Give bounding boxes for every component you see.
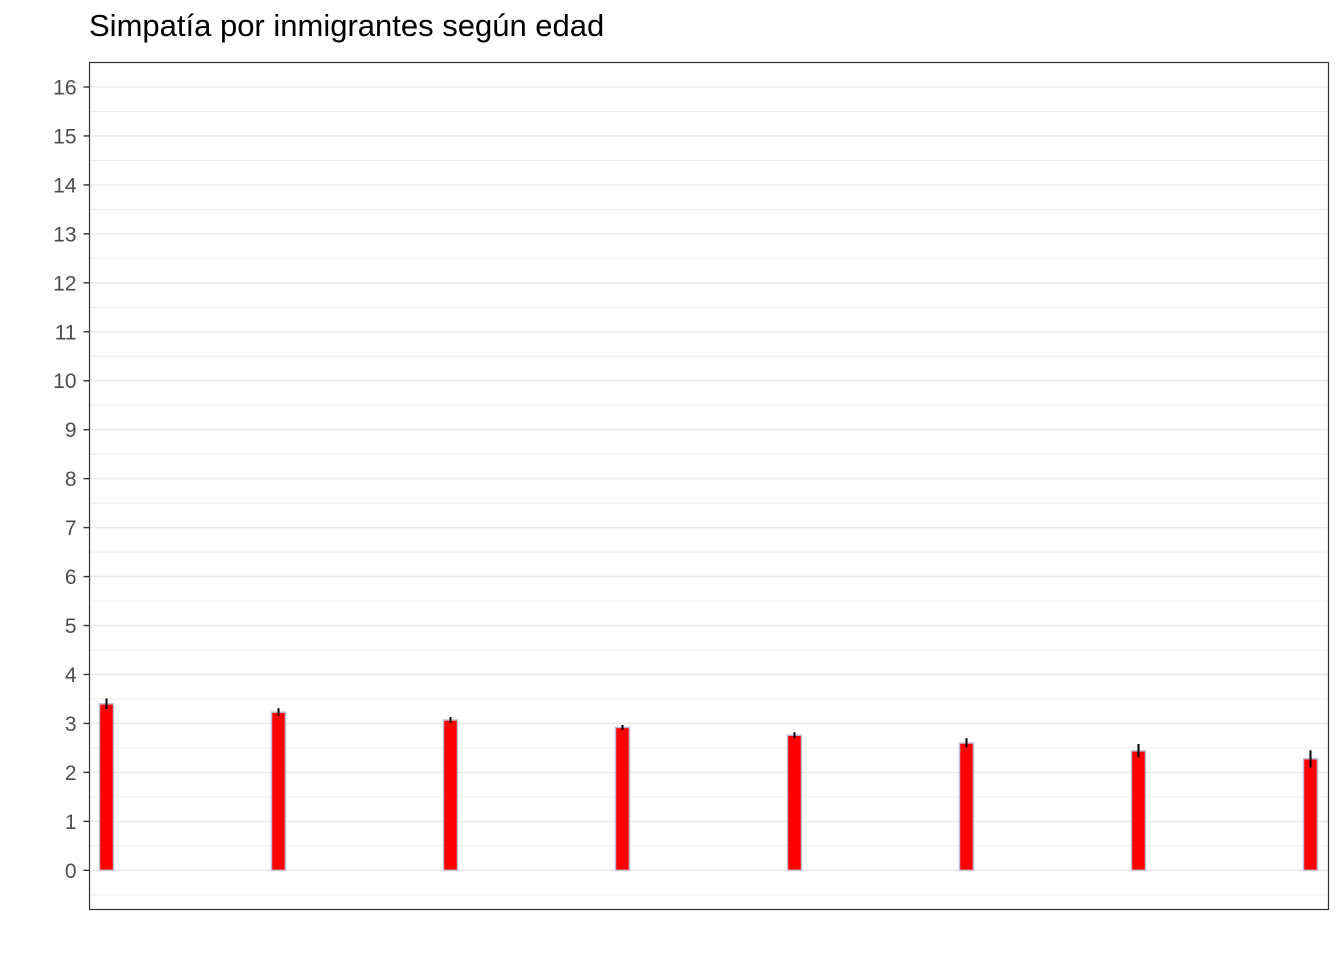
bar (614, 726, 631, 872)
y-tick-label: 7 (65, 517, 77, 540)
bar (442, 719, 459, 872)
y-tick-label: 1 (65, 811, 77, 834)
grid-lines (89, 62, 1329, 896)
chart-title: Simpatía por inmigrantes según edad (89, 8, 605, 43)
bars (98, 703, 1319, 872)
y-tick-label: 12 (53, 272, 76, 295)
y-tick-label: 13 (53, 223, 76, 246)
bar (1130, 750, 1147, 872)
bar (98, 703, 115, 872)
bar (958, 742, 975, 872)
y-tick-label: 8 (65, 468, 77, 491)
bar (270, 711, 287, 872)
y-tick-label: 2 (65, 762, 77, 785)
y-tick-label: 4 (65, 664, 77, 687)
y-tick-label: 6 (65, 566, 77, 589)
y-tick-label: 0 (65, 860, 77, 883)
y-tick-label: 3 (65, 713, 77, 736)
error-bars (105, 698, 1312, 768)
y-tick-label: 11 (55, 321, 77, 344)
y-tick-label: 14 (53, 174, 77, 197)
y-tick-label: 15 (53, 125, 76, 148)
y-tick-label: 10 (53, 370, 76, 393)
y-tick-label: 16 (53, 76, 76, 99)
bar (786, 734, 803, 872)
bar (1302, 757, 1319, 872)
panel-border (88, 61, 1330, 911)
y-tick-label: 9 (65, 419, 77, 442)
y-tick-label: 5 (65, 615, 77, 638)
